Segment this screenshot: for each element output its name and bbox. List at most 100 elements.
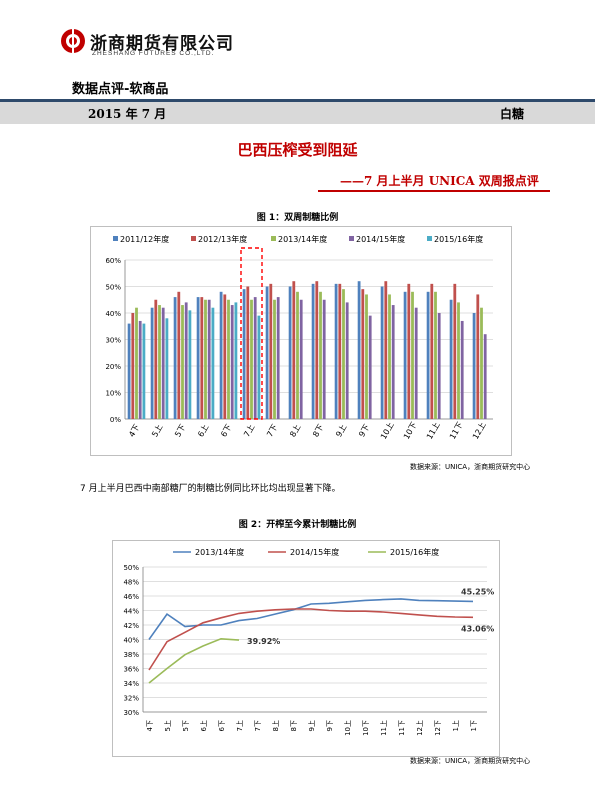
y-tick-label: 32%: [123, 695, 139, 703]
x-tick-label: 11上: [425, 421, 442, 441]
legend-swatch: [349, 236, 354, 241]
x-tick-label: 7下: [254, 720, 262, 731]
bar: [384, 281, 388, 419]
legend-label: 2014/15年度: [290, 547, 339, 557]
x-tick-label: 5上: [150, 423, 164, 439]
legend-swatch: [427, 236, 432, 241]
bar: [253, 297, 257, 419]
x-tick-label: 8下: [311, 423, 325, 439]
bar: [207, 299, 211, 419]
x-tick-label: 5下: [182, 720, 190, 731]
bar: [483, 334, 487, 419]
bar: [388, 294, 391, 419]
bar: [184, 302, 188, 419]
x-tick-label: 7上: [235, 720, 244, 731]
bar: [177, 291, 181, 419]
x-tick-label: 9上: [334, 423, 348, 439]
bar: [200, 297, 204, 419]
bar: [127, 323, 131, 419]
x-tick-label: 6下: [219, 423, 233, 439]
bar: [138, 320, 142, 419]
x-tick-label: 9下: [326, 720, 334, 731]
bar: [311, 283, 315, 419]
bar: [426, 291, 430, 419]
legend-label: 2012/13年度: [198, 234, 247, 244]
legend-label: 2013/14年度: [195, 547, 244, 557]
bar: [296, 291, 299, 419]
x-tick-label: 6下: [218, 720, 226, 731]
bar: [322, 299, 326, 419]
data-label: 45.25%: [461, 587, 494, 596]
company-name-en: ZHESHANG FUTURES CO.,LTD.: [92, 50, 215, 57]
y-tick-label: 20%: [105, 363, 121, 371]
bar: [476, 294, 480, 419]
header-band: [0, 99, 595, 102]
x-tick-label: 8上: [271, 720, 280, 731]
bar: [269, 283, 273, 419]
x-tick-label: 1上: [451, 720, 460, 731]
x-tick-label: 7下: [265, 423, 279, 439]
bar: [246, 286, 250, 419]
bar: [437, 313, 441, 419]
figure-1-bar-chart: 2011/12年度 2012/13年度 2013/14年度 2014/15年度 2015…: [90, 226, 512, 456]
x-tick-label: 10上: [379, 421, 396, 441]
y-tick-label: 48%: [123, 579, 139, 587]
bar: [361, 289, 365, 419]
header-info-bar: [0, 102, 595, 124]
bar: [161, 307, 165, 419]
x-tick-label: 8上: [288, 423, 302, 439]
legend-label: 2015/16年度: [434, 234, 483, 244]
series-line: [148, 608, 474, 671]
y-tick-label: 42%: [123, 622, 139, 630]
bar: [403, 291, 407, 419]
bar: [453, 283, 457, 419]
bar: [131, 313, 135, 419]
x-tick-label: 9下: [357, 423, 371, 439]
x-tick-label: 12下: [434, 720, 442, 736]
series-line: [148, 637, 240, 684]
y-tick-label: 50%: [123, 564, 139, 572]
y-tick-label: 30%: [123, 709, 139, 717]
x-tick-label: 6上: [196, 423, 210, 439]
bar: [204, 299, 207, 419]
body-text: 7 月上半月巴西中南部糖厂的制糖比例同比环比均出现显著下降。: [80, 484, 341, 494]
subheadline-rule: [318, 190, 550, 192]
x-tick-label: 10下: [402, 421, 419, 441]
bar: [158, 305, 161, 419]
bar: [434, 291, 437, 419]
figure-1-source: 数据来源：UNICA，浙商期货研究中心: [410, 463, 531, 471]
y-tick-label: 0%: [110, 416, 121, 424]
bar: [250, 299, 253, 419]
legend-swatch: [113, 236, 118, 241]
bar: [181, 305, 184, 419]
x-tick-label: 1下: [470, 720, 478, 731]
x-tick-label: 10上: [343, 720, 352, 736]
legend-swatch: [271, 236, 276, 241]
x-tick-label: 6上: [199, 720, 208, 731]
bar: [135, 307, 138, 419]
series-line: [148, 598, 474, 640]
bar: [472, 313, 476, 419]
figure-1-title: 图 1：双周制糖比例: [256, 213, 339, 223]
y-tick-label: 34%: [123, 680, 139, 688]
bar: [188, 310, 192, 419]
bar: [230, 305, 234, 419]
bar: [315, 281, 319, 419]
highlight-box: [240, 247, 263, 420]
bar: [257, 315, 261, 419]
figure-2-source: 数据来源：UNICA，浙商期货研究中心: [410, 757, 531, 765]
bar: [334, 283, 338, 419]
bar: [338, 283, 342, 419]
x-tick-label: 12上: [471, 421, 488, 441]
bar: [411, 291, 414, 419]
bar: [288, 286, 292, 419]
figure-2-title: 图 2：开榨至今累计制糖比例: [238, 520, 357, 530]
x-tick-label: 11上: [379, 720, 388, 736]
bar: [154, 299, 158, 419]
report-date: 2015 年 7 月: [88, 107, 167, 121]
x-tick-label: 7上: [242, 423, 256, 439]
y-tick-label: 44%: [123, 608, 139, 616]
figure-2-line-chart: 2013/14年度 2014/15年度 2015/16年度 30% 32% 34% 36% 3…: [112, 540, 500, 757]
bar: [449, 299, 453, 419]
bar: [357, 281, 361, 419]
